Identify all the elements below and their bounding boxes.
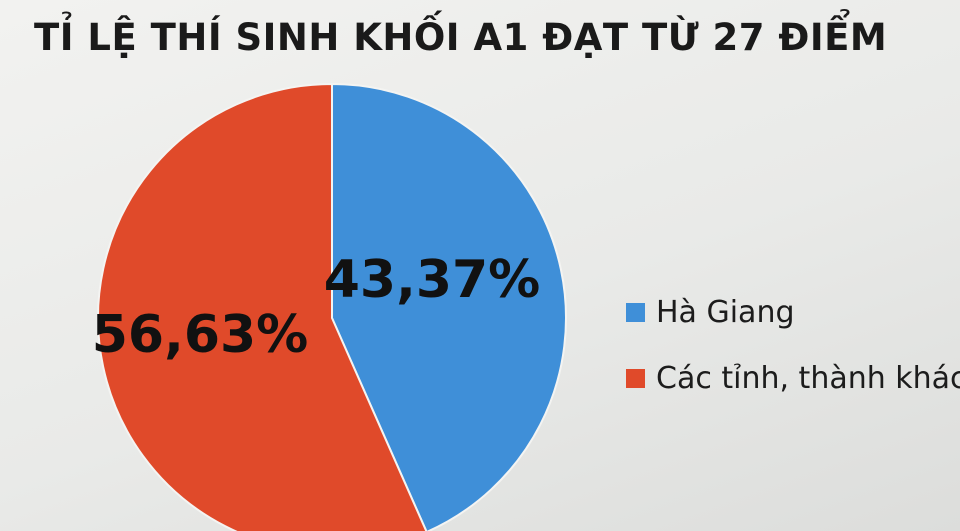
legend-swatch-cac-tinh-thanh-khac	[626, 368, 645, 388]
legend-item-ha-giang: Hà Giang	[626, 292, 960, 332]
legend-swatch-ha-giang	[626, 302, 645, 322]
legend-label-cac-tinh-thanh-khac: Các tỉnh, thành khác	[656, 360, 960, 396]
legend-item-cac-tinh-thanh-khac: Các tỉnh, thành khác	[626, 358, 960, 398]
data-label-ha-giang: 43,37%	[324, 250, 541, 310]
pie-slice-cac-tinh-thanh-khac	[97, 82, 428, 531]
legend-label-ha-giang: Hà Giang	[656, 294, 795, 330]
chart-title: TỈ LỆ THÍ SINH KHỐI A1 ĐẠT TỪ 27 ĐIỂM	[34, 16, 888, 59]
chart-legend: Hà Giang Các tỉnh, thành khác	[626, 292, 960, 424]
data-label-cac-tinh-thanh-khac: 56,63%	[92, 305, 309, 365]
pie-slice-ha-giang	[331, 82, 567, 531]
